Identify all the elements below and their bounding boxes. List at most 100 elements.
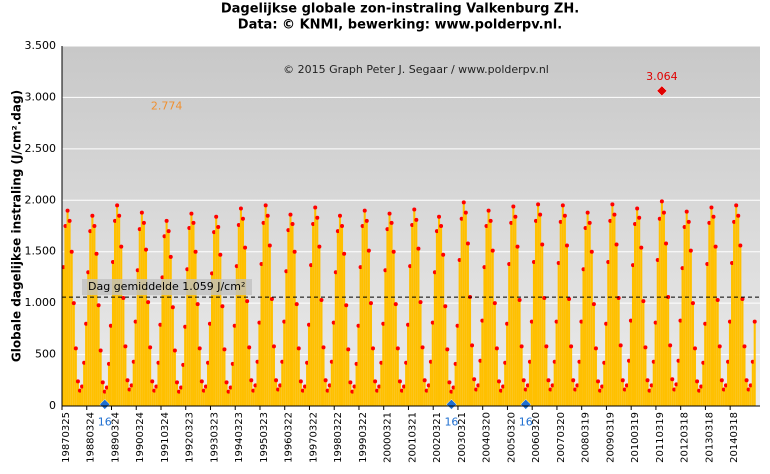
bar <box>361 226 364 406</box>
point <box>585 210 590 215</box>
bar <box>310 265 313 406</box>
bar <box>660 201 663 406</box>
bar <box>640 247 643 406</box>
bar <box>336 231 339 406</box>
bar <box>163 236 166 406</box>
bar <box>394 304 397 406</box>
point <box>465 241 470 246</box>
point <box>697 388 702 393</box>
chart-title: Dagelijkse globale zon-instraling Valken… <box>221 2 579 17</box>
point <box>207 321 212 326</box>
bar <box>101 382 104 406</box>
bar <box>431 322 434 406</box>
point <box>711 214 716 219</box>
bar <box>126 380 129 406</box>
point <box>752 319 757 324</box>
bar <box>681 268 684 406</box>
point <box>540 242 545 247</box>
point <box>193 249 198 254</box>
point <box>77 388 82 393</box>
point <box>212 230 217 235</box>
bar <box>520 346 523 406</box>
point <box>344 303 349 308</box>
point <box>259 262 264 267</box>
point <box>220 304 225 309</box>
point <box>445 347 450 352</box>
bar <box>369 303 372 406</box>
point <box>653 320 658 325</box>
bar <box>338 215 342 406</box>
bar <box>425 390 428 406</box>
bar <box>167 231 170 406</box>
x-tick-label: 20100319 <box>630 412 641 463</box>
bar <box>371 348 375 406</box>
point <box>352 384 357 389</box>
point <box>680 266 685 271</box>
bar <box>728 321 731 406</box>
point <box>523 387 528 392</box>
bar <box>182 364 185 406</box>
y-tick-label: 500 <box>35 348 56 361</box>
point <box>319 298 324 303</box>
point <box>668 343 673 348</box>
bar <box>471 345 474 406</box>
point <box>529 319 534 324</box>
x-tick-label: 20080319 <box>581 412 592 463</box>
bar <box>534 220 538 406</box>
point <box>108 323 113 328</box>
bar <box>667 296 670 406</box>
point <box>160 275 165 280</box>
point <box>199 379 204 384</box>
bar <box>62 267 65 406</box>
point <box>515 244 520 249</box>
point <box>290 221 295 226</box>
bar <box>634 223 637 406</box>
point <box>709 205 714 210</box>
bar <box>196 304 199 406</box>
point <box>628 318 633 323</box>
bar <box>107 363 111 406</box>
bar <box>272 346 275 406</box>
x-tick-label: 19980322 <box>333 412 344 463</box>
point <box>265 213 270 218</box>
bar <box>105 387 108 406</box>
bar <box>576 385 579 406</box>
bar <box>334 272 337 406</box>
point <box>496 379 501 384</box>
point <box>699 384 704 389</box>
bar <box>627 360 631 406</box>
annotation-marker <box>446 399 457 410</box>
point <box>501 384 506 389</box>
point <box>381 321 386 326</box>
point <box>740 297 745 302</box>
bar <box>237 224 240 406</box>
bar <box>322 347 325 406</box>
point <box>538 212 543 217</box>
bar <box>642 301 645 406</box>
point <box>333 270 338 275</box>
point <box>579 319 584 324</box>
bar <box>685 211 688 406</box>
bar <box>258 322 261 406</box>
x-tick-label: 20020321 <box>432 412 443 463</box>
point <box>300 388 305 393</box>
bar <box>549 389 552 406</box>
bar <box>374 381 377 406</box>
point <box>657 216 662 221</box>
bar <box>714 246 717 406</box>
bar <box>403 386 406 406</box>
bar <box>202 390 205 406</box>
point <box>373 379 378 384</box>
bar <box>340 226 344 406</box>
bar <box>444 306 447 406</box>
point <box>715 298 720 303</box>
bar <box>683 227 686 406</box>
point <box>253 383 258 388</box>
point <box>573 387 578 392</box>
bar <box>499 390 503 406</box>
bar <box>116 205 119 406</box>
bar <box>85 323 88 406</box>
bar <box>706 264 709 406</box>
point <box>447 380 452 385</box>
bar <box>733 221 736 406</box>
